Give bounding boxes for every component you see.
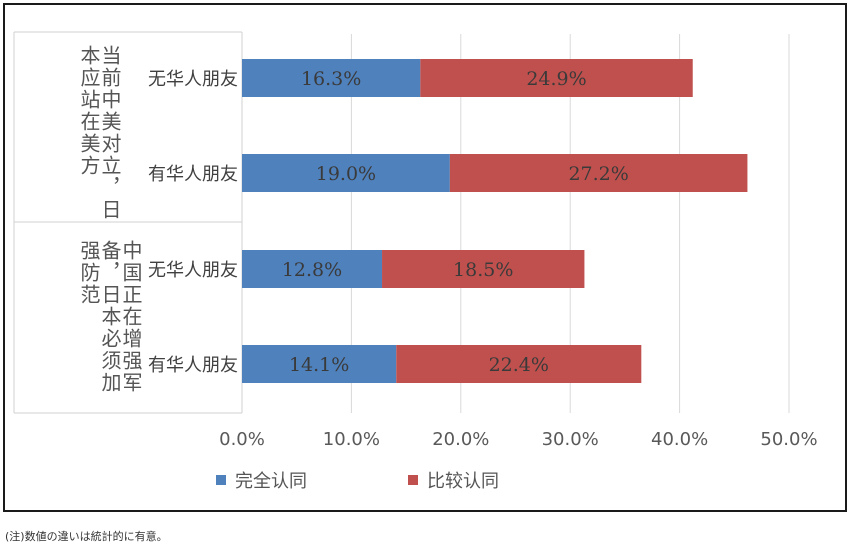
- category-label: 无华人朋友: [148, 69, 238, 90]
- x-tick-label: 20.0%: [432, 429, 489, 450]
- bar-segment: [242, 154, 450, 192]
- bar-segment: [242, 250, 383, 288]
- legend-item-1: 完全认同: [216, 467, 307, 493]
- x-tick-label: 40.0%: [651, 429, 708, 450]
- footnote: (注)数値の違いは統計的に有意。: [5, 530, 168, 543]
- category-label: 有华人朋友: [148, 164, 238, 185]
- group-label-2: 中国正在增强军备，日本必须加强防范: [77, 240, 143, 394]
- data-label: 14.1%: [289, 354, 349, 376]
- chart-frame: [3, 3, 847, 512]
- x-tick-label: 30.0%: [542, 429, 599, 450]
- data-label: 12.8%: [282, 259, 342, 281]
- bar-segment: [449, 154, 748, 192]
- legend-label-1: 完全认同: [235, 471, 307, 492]
- legend-item-2: 比较认同: [408, 467, 499, 493]
- legend-swatch-red: [408, 475, 418, 485]
- legend-label-2: 比较认同: [427, 471, 499, 492]
- bar-segment: [382, 250, 585, 288]
- category-label: 无华人朋友: [148, 260, 238, 281]
- category-label: 有华人朋友: [148, 355, 238, 376]
- data-label: 18.5%: [453, 259, 513, 281]
- data-label: 27.2%: [568, 163, 628, 185]
- x-tick-label: 50.0%: [760, 429, 817, 450]
- x-tick-label: 0.0%: [219, 429, 265, 450]
- legend-swatch-blue: [216, 475, 226, 485]
- bar-segment: [396, 345, 642, 383]
- data-label: 22.4%: [489, 354, 549, 376]
- data-label: 19.0%: [316, 163, 376, 185]
- bar-segment: [420, 59, 693, 97]
- bar-segment: [242, 345, 397, 383]
- group-label-1: 当前中美对立，日本应站在美方: [77, 45, 122, 221]
- data-label: 24.9%: [526, 68, 586, 90]
- x-tick-label: 10.0%: [323, 429, 380, 450]
- bar-segment: [242, 59, 421, 97]
- data-label: 16.3%: [301, 68, 361, 90]
